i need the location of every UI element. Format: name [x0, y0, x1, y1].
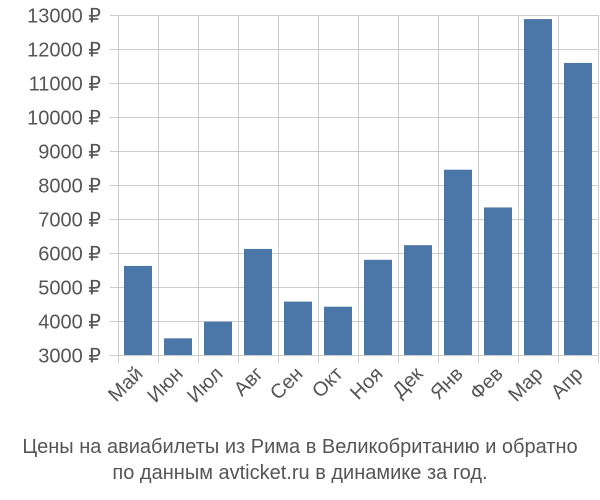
y-tick-label: 3000 ₽: [38, 346, 101, 368]
grid-lines: [110, 15, 599, 363]
x-tick-label: Июл: [183, 363, 227, 407]
x-tick-label: Окт: [308, 363, 347, 402]
x-tick-label: Апр: [547, 363, 588, 404]
y-tick-label: 7000 ₽: [38, 210, 101, 232]
bar: [124, 265, 152, 355]
x-tick-label: Сен: [266, 363, 307, 404]
y-tick-label: 8000 ₽: [38, 176, 101, 198]
y-tick-label: 12000 ₽: [27, 40, 101, 62]
bar: [364, 259, 392, 355]
y-tick-label: 10000 ₽: [27, 108, 101, 130]
y-tick-label: 9000 ₽: [38, 142, 101, 164]
price-bar-chart: 3000 ₽ 4000 ₽ 5000 ₽ 6000 ₽ 7000 ₽ 8000 ₽ 9000…: [27, 6, 599, 407]
bar: [244, 248, 272, 355]
bar: [204, 321, 232, 355]
caption-line-1: Цены на авиабилеты из Рима в Великобрита…: [22, 436, 578, 458]
bar: [524, 19, 552, 356]
x-tick-label: Фев: [466, 363, 508, 405]
x-tick-label: Авг: [230, 363, 268, 401]
y-tick-label: 6000 ₽: [38, 244, 101, 266]
bars: [124, 19, 592, 356]
bar: [444, 169, 472, 355]
y-tick-label: 5000 ₽: [38, 278, 101, 300]
x-tick-label: Янв: [426, 363, 467, 404]
y-tick-label: 4000 ₽: [38, 312, 101, 334]
caption-line-2: по данным avticket.ru в динамике за год.: [112, 462, 488, 484]
y-tick-label: 11000 ₽: [29, 74, 102, 96]
bar: [164, 338, 192, 355]
x-tick-label: Дек: [388, 363, 427, 402]
bar: [284, 301, 312, 355]
x-tick-label: Ноя: [346, 363, 387, 404]
bar: [404, 245, 432, 355]
x-tick-label: Мар: [504, 363, 547, 406]
bar: [324, 306, 352, 355]
y-tick-label: 13000 ₽: [27, 6, 101, 28]
bar: [484, 207, 512, 355]
y-axis-labels: 3000 ₽ 4000 ₽ 5000 ₽ 6000 ₽ 7000 ₽ 8000 ₽ 9000…: [27, 6, 101, 368]
x-tick-label: Май: [104, 363, 147, 406]
bar: [564, 62, 592, 355]
x-tick-label: Июн: [143, 363, 187, 407]
